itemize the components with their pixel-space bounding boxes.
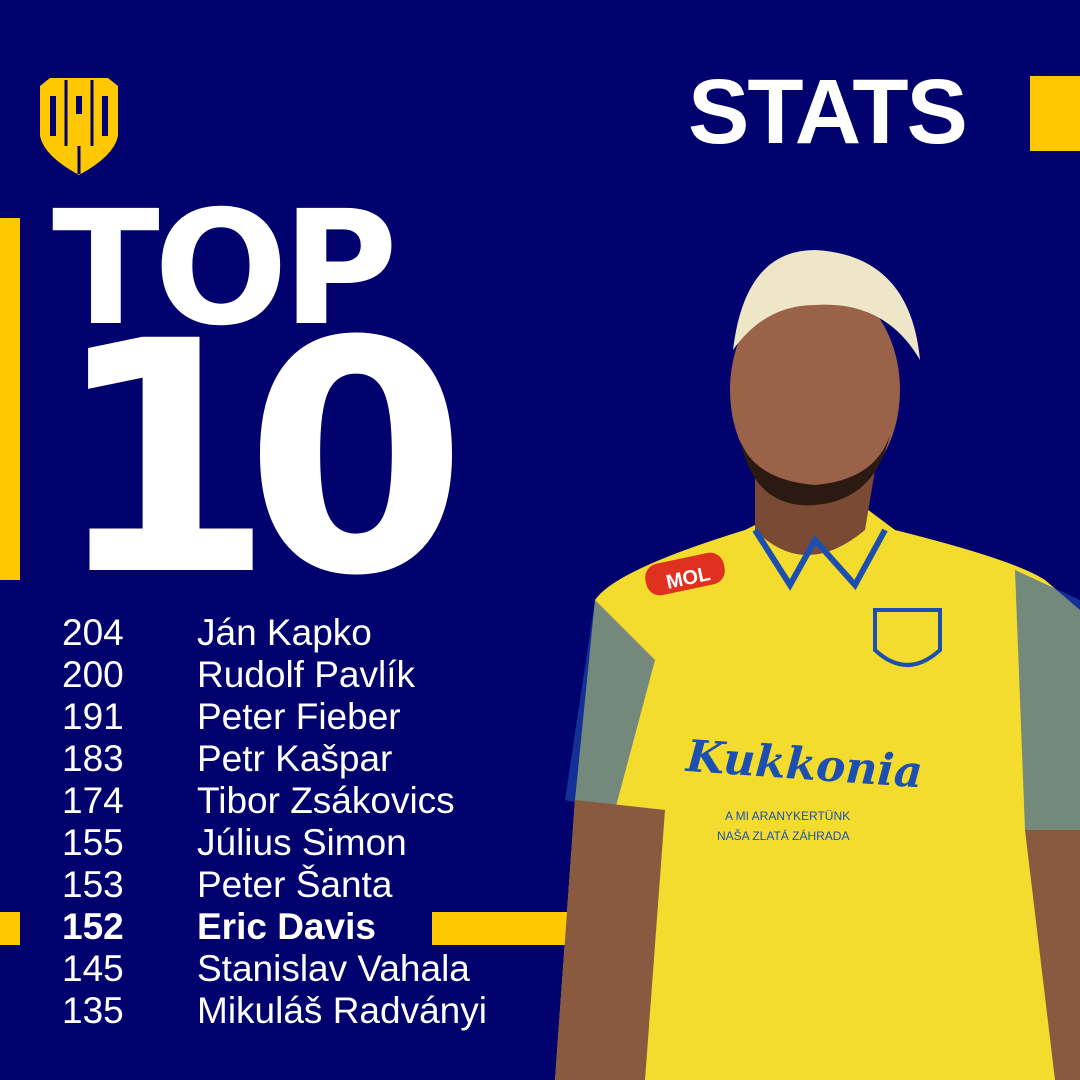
player-name: Stanislav Vahala — [197, 948, 470, 989]
ranking-value: 174 — [62, 780, 124, 821]
jersey-tagline-2: NAŠA ZLATÁ ZÁHRADA — [717, 828, 849, 843]
player-name: Tibor Zsákovics — [197, 780, 455, 821]
player-name: Peter Šanta — [197, 864, 393, 905]
ranking-row: 155 Július Simon — [62, 822, 487, 864]
ranking-value: 183 — [62, 738, 124, 779]
ranking-value: 191 — [62, 696, 124, 737]
ranking-value: 153 — [62, 864, 124, 905]
accent-bar-left — [0, 218, 20, 580]
accent-block-title — [1030, 76, 1080, 151]
player-name: Petr Kašpar — [197, 738, 393, 779]
ranking-row: 145 Stanislav Vahala — [62, 948, 487, 990]
ranking-value: 204 — [62, 612, 124, 653]
ranking-row: 183 Petr Kašpar — [62, 738, 487, 780]
ranking-value: 155 — [62, 822, 124, 863]
player-name: Rudolf Pavlík — [197, 654, 415, 695]
player-name: Mikuláš Radványi — [197, 990, 487, 1031]
ranking-list: 204 Ján Kapko 200 Rudolf Pavlík 191 Peter Fie… — [62, 612, 487, 1032]
player-name: Ján Kapko — [197, 612, 372, 653]
player-name: Július Simon — [197, 822, 407, 863]
page-title: STATS — [688, 61, 968, 163]
ranking-value: 200 — [62, 654, 124, 695]
ranking-row: 174 Tibor Zsákovics — [62, 780, 487, 822]
ranking-row: 204 Ján Kapko — [62, 612, 487, 654]
ranking-value: 145 — [62, 948, 124, 989]
ranking-value: 135 — [62, 990, 124, 1031]
headline-ten: 10 — [52, 274, 467, 646]
player-name: Peter Fieber — [197, 696, 401, 737]
player-name: Eric Davis — [197, 906, 376, 947]
jersey-tagline-1: A MI ARANYKERTÜNK — [725, 809, 850, 823]
player-photo: MOL Kukkonia A MI ARANYKERTÜNK NAŠA ZLAT… — [555, 250, 1080, 1080]
ranking-value: 152 — [62, 906, 124, 947]
club-logo — [40, 78, 118, 175]
headline-top: TOP — [52, 177, 398, 361]
ranking-row: 191 Peter Fieber — [62, 696, 487, 738]
highlight-bar-left — [0, 912, 20, 945]
ranking-row: 135 Mikuláš Radványi — [62, 990, 487, 1032]
ranking-row: 153 Peter Šanta — [62, 864, 487, 906]
ranking-row-highlighted: 152 Eric Davis — [62, 906, 487, 948]
ranking-row: 200 Rudolf Pavlík — [62, 654, 487, 696]
